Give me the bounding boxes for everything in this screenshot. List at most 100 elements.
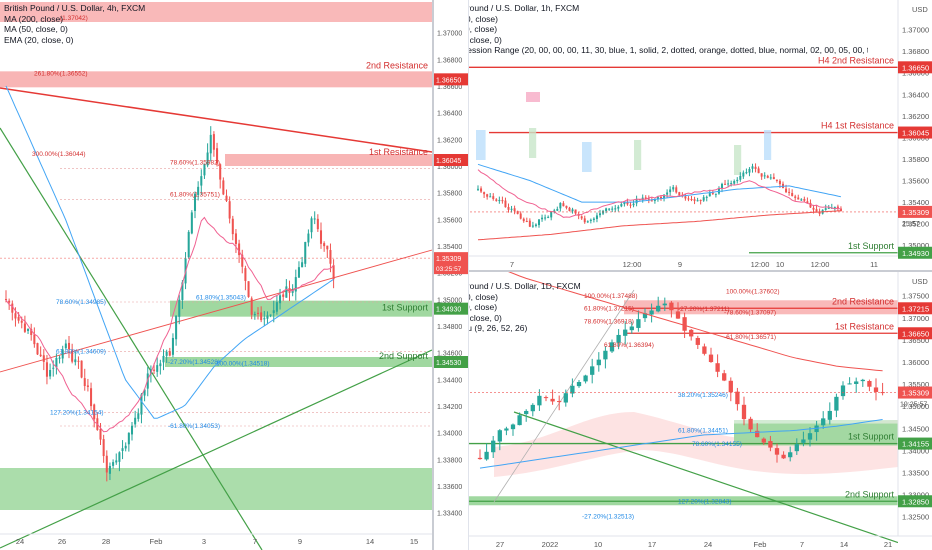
chart-1h-candle-body (711, 192, 714, 194)
chart-1h-candle-body (571, 209, 574, 212)
panel-divider-horizontal[interactable] (434, 270, 932, 272)
chart-4h-candle-body (27, 328, 30, 331)
chart-4h-candle-body (231, 218, 234, 235)
chart-1h-candle-body (574, 209, 577, 214)
chart-4h-price-axis[interactable]: 1.37000 1.36800 1.36600 1.36400 1.36200 1.360… (434, 0, 469, 550)
price-tick-label: 1.35000 (902, 402, 929, 411)
chart-1h-candle-body (663, 194, 666, 199)
chart-1d-indicator: Ichimoku (9, 26, 52, 26) (438, 323, 528, 333)
chart-1h-candle-body (653, 199, 656, 201)
chart-4h-candle-body (36, 343, 39, 355)
chart-4h-candle-body (93, 404, 96, 420)
price-tick-label: 1.35500 (902, 380, 929, 389)
level-s2-price-tag-label: 1.32850 (902, 497, 929, 506)
level-h4r1-price-tag-label: 1.36045 (902, 129, 929, 138)
chart-1d-candle-body (728, 380, 733, 393)
date-tick-label: 17 (648, 540, 656, 549)
chart-1h-candle-body (565, 205, 568, 208)
s1-zone (170, 300, 432, 317)
chart-4h-svg[interactable]: 2nd Resistance 1st Resistance 1st Support 2… (0, 0, 432, 550)
chart-1d-candle-body (735, 391, 740, 405)
ma50-line (479, 419, 883, 469)
chart-1h-candle-body (504, 200, 507, 208)
fib-label: 61.80%(1.34609) (56, 348, 106, 355)
currency-label: USD (912, 277, 928, 286)
chart-1h-candle-body (727, 183, 730, 185)
panel-divider-vertical[interactable] (432, 0, 434, 550)
fib-label: 78.60%(1.36918) (584, 318, 634, 325)
chart-4h-candle-body (310, 218, 313, 233)
chart-1h-candle-body (794, 196, 797, 198)
chart-1h-candle-body (696, 200, 699, 202)
chart-1h-candle-body (605, 208, 608, 212)
chart-1d-candle-body (491, 440, 496, 453)
chart-1h-candle-body (586, 221, 589, 223)
date-tick-label: 15 (410, 537, 418, 546)
chart-1h-candle-body (769, 177, 772, 179)
chart-1d-candle-body (675, 311, 681, 319)
chart-1d-svg[interactable]: 2nd Resistance 1st Resistance 1st Support 2… (434, 272, 932, 550)
chart-1h-candle-body (644, 197, 647, 200)
chart-1h-candle-body (531, 225, 534, 227)
fib-label: -27.20%(1.37211) (678, 306, 730, 313)
chart-1h-candle-body (717, 187, 720, 194)
chart-1h-candle-body (815, 209, 818, 212)
chart-1d-candle-body (854, 381, 859, 384)
chart-1d-candle-body (636, 319, 641, 328)
date-tick-label: 11 (870, 260, 878, 269)
fib-label: 61.80%(1.36394) (604, 342, 654, 349)
chart-1h-legend: British Pound / U.S. Dollar, 1h, FXCM EM… (438, 3, 868, 56)
chart-4h-candle-body (105, 455, 108, 473)
chart-4h-candle-body (77, 360, 80, 362)
chart-1h-svg[interactable]: H4 2nd Resistance H4 1st Resistance 1st Su… (434, 0, 932, 270)
chart-1h-candle-body (733, 181, 736, 184)
chart-1h-candle-body (785, 188, 788, 193)
fib-label: -78.60%(1.37097) (724, 309, 776, 316)
price-tick-label: 1.35200 (437, 271, 462, 278)
chart-4h-candle-body (313, 218, 316, 220)
chart-1h-candle-body (623, 202, 626, 205)
chart-1d-candle-body (840, 385, 846, 397)
chart-4h-candle-body (279, 295, 282, 304)
chart-1h-candle-body (742, 172, 745, 177)
asian-session-box (734, 145, 742, 175)
price-tick-label: 1.35400 (902, 198, 929, 207)
chart-1h-candle-body (522, 218, 525, 222)
chart-panel-1d[interactable]: 2nd Resistance 1st Resistance 1st Support 2… (434, 272, 932, 550)
level-s1-price-tag-label: 1.34930 (902, 249, 929, 258)
chart-4h-candle-body (190, 212, 193, 234)
chart-1h-candle-body (675, 187, 678, 193)
chart-1d-candle-body (695, 337, 700, 345)
date-tick-label: 26 (58, 537, 66, 546)
top-resistance-zone (0, 2, 432, 22)
chart-1d-candle-body (576, 382, 582, 387)
chart-4h-candle-body (55, 357, 58, 368)
fib-label: -27.20%(1.32513) (582, 513, 634, 520)
fib-label: 38.20%(1.35246) (678, 392, 728, 399)
chart-1h-candle-body (672, 187, 675, 190)
chart-4h-candle-body (304, 241, 307, 264)
chart-1d-candle-body (623, 329, 628, 336)
chart-1d-candle-body (867, 381, 872, 387)
chart-4h-candle-body (146, 373, 149, 389)
price-tick-label: 1.35800 (437, 191, 462, 198)
chart-panel-4h[interactable]: 2nd Resistance 1st Resistance 1st Support 2… (0, 0, 432, 550)
fib-label: 127.20%(1.32843) (678, 499, 732, 506)
chart-1h-candle-body (806, 201, 809, 204)
chart-1d-candle-body (583, 375, 588, 382)
chart-1h-candle-body (775, 179, 778, 181)
chart-1d-candle-body (563, 393, 568, 403)
chart-1h-candle-body (708, 193, 711, 197)
fib-label: -61.80%(1.34053) (168, 423, 220, 430)
chart-4h-candle-body (118, 452, 121, 462)
chart-1d-candle-body (689, 329, 694, 337)
chart-1h-candle-body (791, 193, 794, 197)
chart-4h-candle-body (263, 318, 266, 320)
chart-4h-candle-body (225, 195, 228, 201)
chart-1h-candle-body (809, 202, 812, 208)
chart-4h-candle-body (206, 152, 209, 166)
chart-panel-1h[interactable]: H4 2nd Resistance H4 1st Resistance 1st Su… (434, 0, 932, 270)
current-price-tag (434, 252, 468, 275)
price-tick-label: 1.36000 (437, 164, 462, 171)
date-tick-label: 12:00 (751, 260, 770, 269)
